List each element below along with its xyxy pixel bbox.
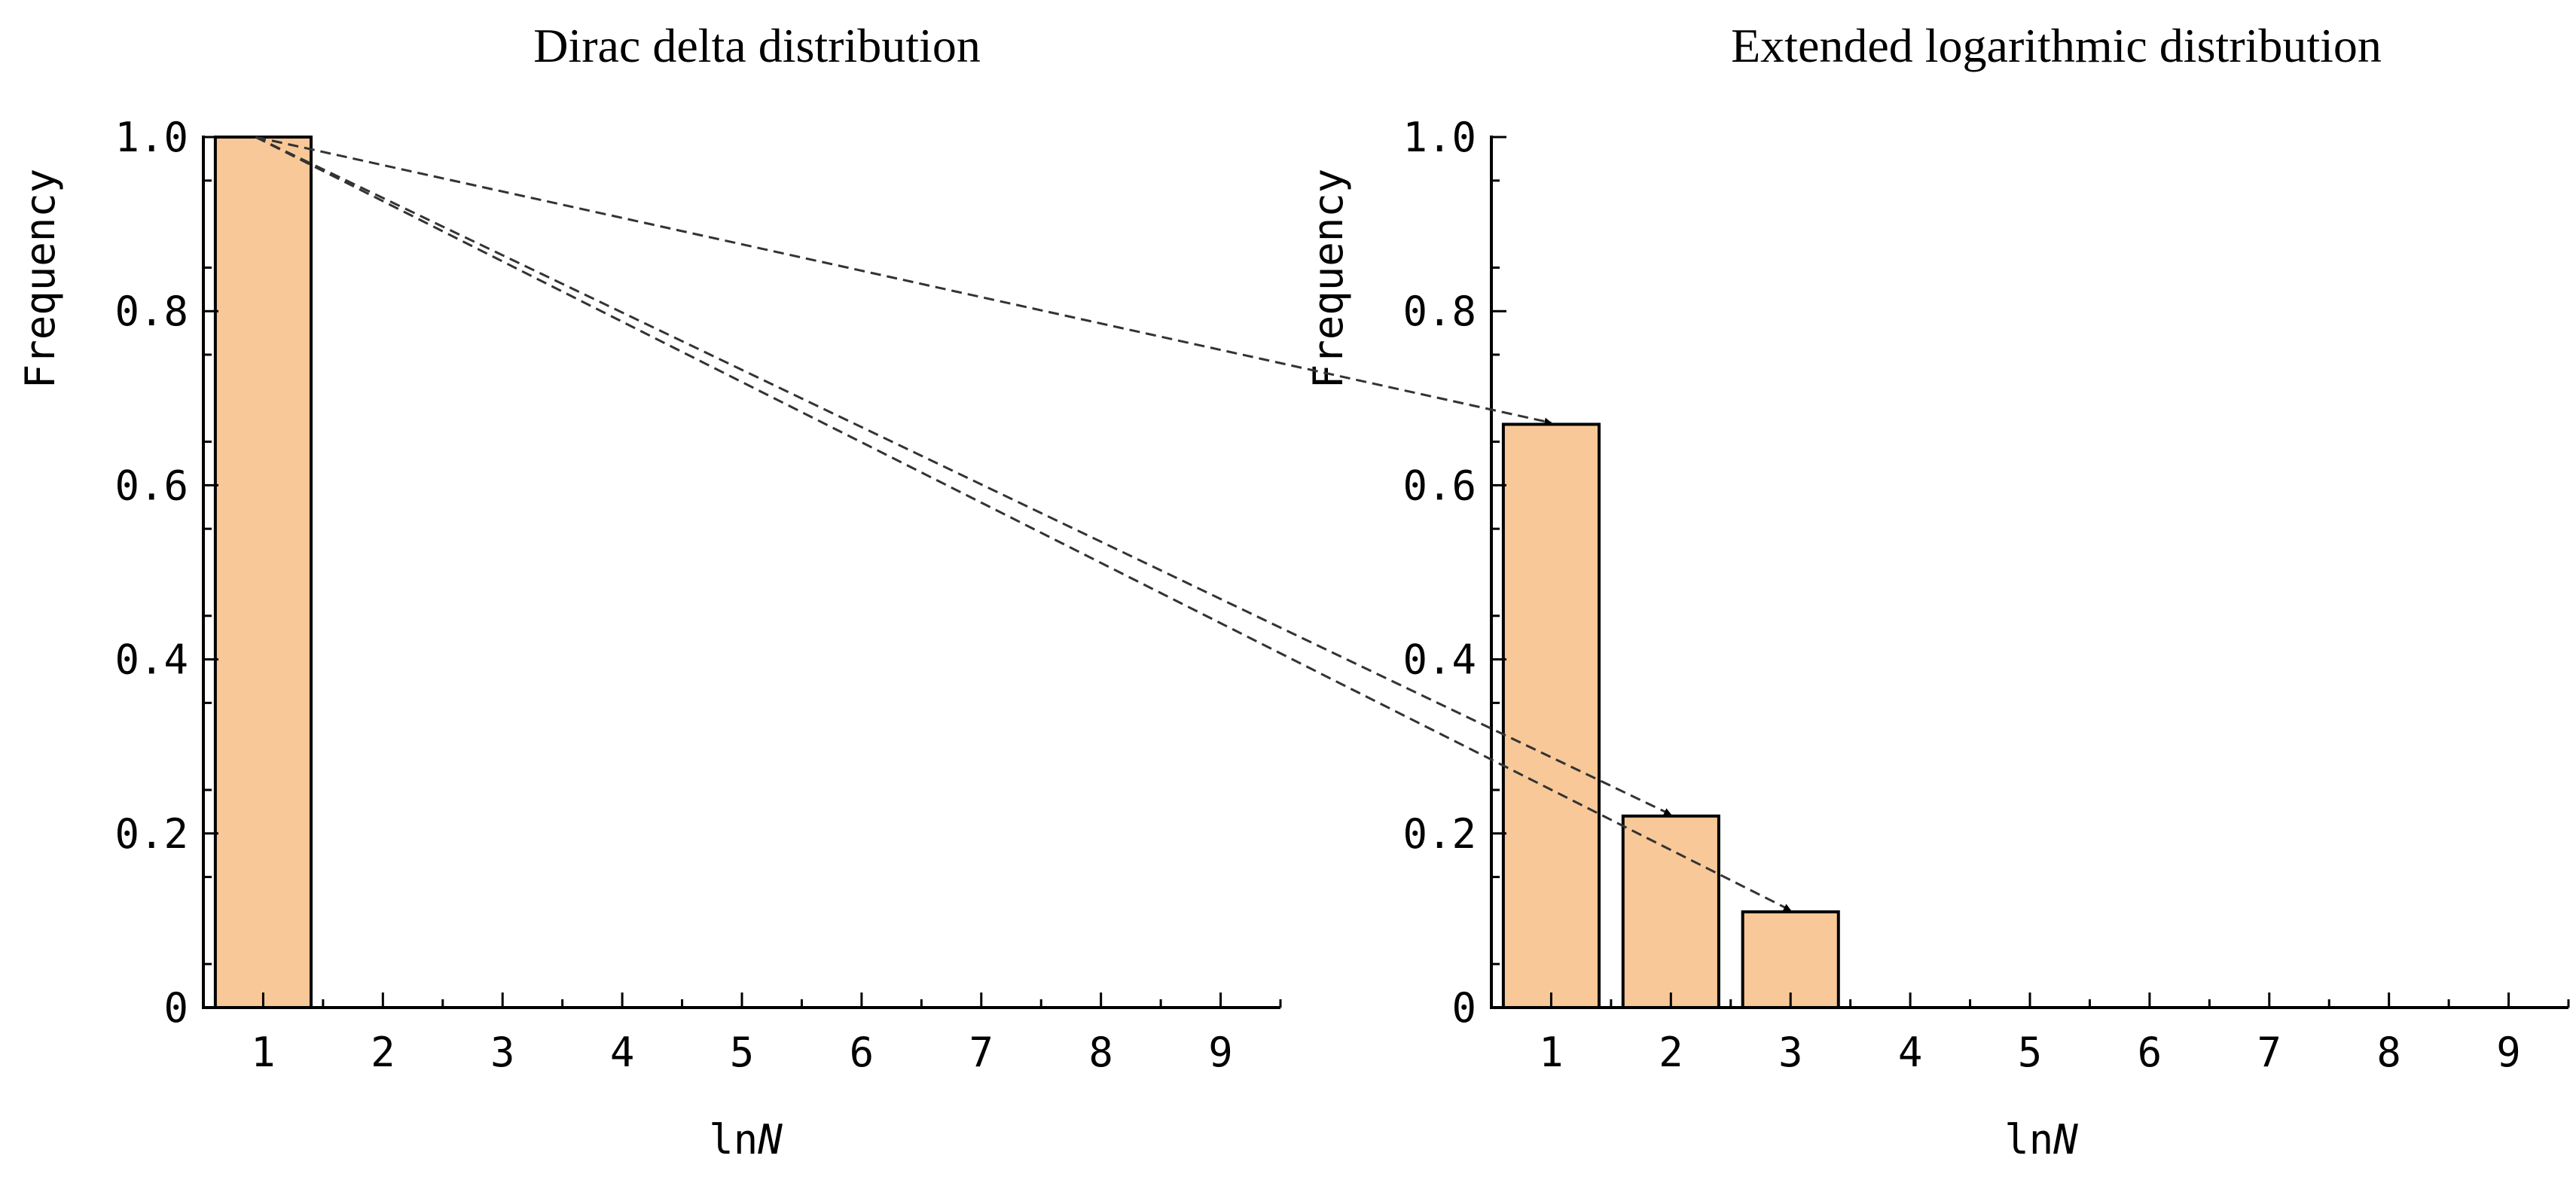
- x-tick-label: 6: [850, 1029, 874, 1076]
- arrow-2: [255, 136, 1672, 816]
- x-tick-label: 6: [2138, 1029, 2162, 1076]
- x-axis-label: lnN: [709, 1116, 783, 1163]
- y-tick-label: 1.0: [1402, 114, 1476, 161]
- bars-layer: [1501, 422, 1840, 1010]
- bar-2: [1621, 814, 1720, 1010]
- y-tick-label: 0: [1451, 984, 1476, 1032]
- axes-layer: 0 0.2 0.4 0.6 0.8 1.0 1 2 3 4 5 6 7 8 9: [114, 114, 1282, 1076]
- arrows-layer: [255, 136, 1792, 912]
- x-tick-label: 2: [1659, 1029, 1683, 1076]
- bar-1: [1501, 422, 1601, 1009]
- y-tick-label: 0.8: [114, 288, 188, 335]
- x-axis-label-prefix: ln: [709, 1116, 758, 1163]
- bar-3: [1741, 910, 1840, 1009]
- y-tick-label: 1.0: [114, 114, 188, 161]
- x-tick-label: 1: [1539, 1029, 1564, 1076]
- arrow-1: [255, 136, 1552, 425]
- x-tick-label: 7: [2257, 1029, 2282, 1076]
- bars-layer: [213, 136, 313, 1009]
- bar-1: [213, 136, 313, 1009]
- y-tick-label: 0.4: [1402, 636, 1476, 684]
- x-tick-label: 8: [2376, 1029, 2401, 1076]
- x-axis-label-var: N: [757, 1116, 783, 1163]
- x-axis-label: lnN: [2004, 1116, 2078, 1163]
- x-tick-label: 4: [1898, 1029, 1923, 1076]
- x-axis-label-prefix: ln: [2004, 1116, 2053, 1163]
- y-tick-label: 0.4: [114, 636, 188, 684]
- x-tick-label: 9: [1208, 1029, 1233, 1076]
- y-axis-label: Frequency: [17, 169, 64, 389]
- y-tick-label: 0: [163, 984, 188, 1032]
- y-tick-label: 0.6: [114, 462, 188, 509]
- x-tick-label: 3: [1778, 1029, 1803, 1076]
- chart-title: Extended logarithmic distribution: [1731, 19, 2382, 72]
- chart-dirac-delta: Dirac delta distribution 0 0.2 0.4 0.6 0.8 1.…: [17, 19, 1282, 1163]
- x-tick-label: 7: [969, 1029, 994, 1076]
- chart-extended-logarithmic: Extended logarithmic distribution 0 0.2 0.…: [1305, 19, 2570, 1163]
- x-tick-label: 3: [490, 1029, 515, 1076]
- y-tick-label: 0.6: [1402, 462, 1476, 509]
- arrow-3: [255, 136, 1792, 912]
- x-axis-label-var: N: [2053, 1116, 2078, 1163]
- x-tick-label: 8: [1088, 1029, 1113, 1076]
- x-tick-label: 4: [610, 1029, 635, 1076]
- x-tick-label: 2: [371, 1029, 395, 1076]
- y-axis-label: Frequency: [1305, 169, 1352, 389]
- x-tick-label: 5: [2018, 1029, 2043, 1076]
- x-tick-label: 9: [2496, 1029, 2521, 1076]
- x-tick-label: 1: [251, 1029, 276, 1076]
- x-tick-label: 5: [730, 1029, 755, 1076]
- y-tick-label: 0.8: [1402, 288, 1476, 335]
- chart-title: Dirac delta distribution: [533, 19, 981, 72]
- y-tick-label: 0.2: [1402, 810, 1476, 858]
- y-tick-label: 0.2: [114, 810, 188, 858]
- axes-layer: 0 0.2 0.4 0.6 0.8 1.0 1 2 3 4 5 6 7 8 9: [1402, 114, 2570, 1076]
